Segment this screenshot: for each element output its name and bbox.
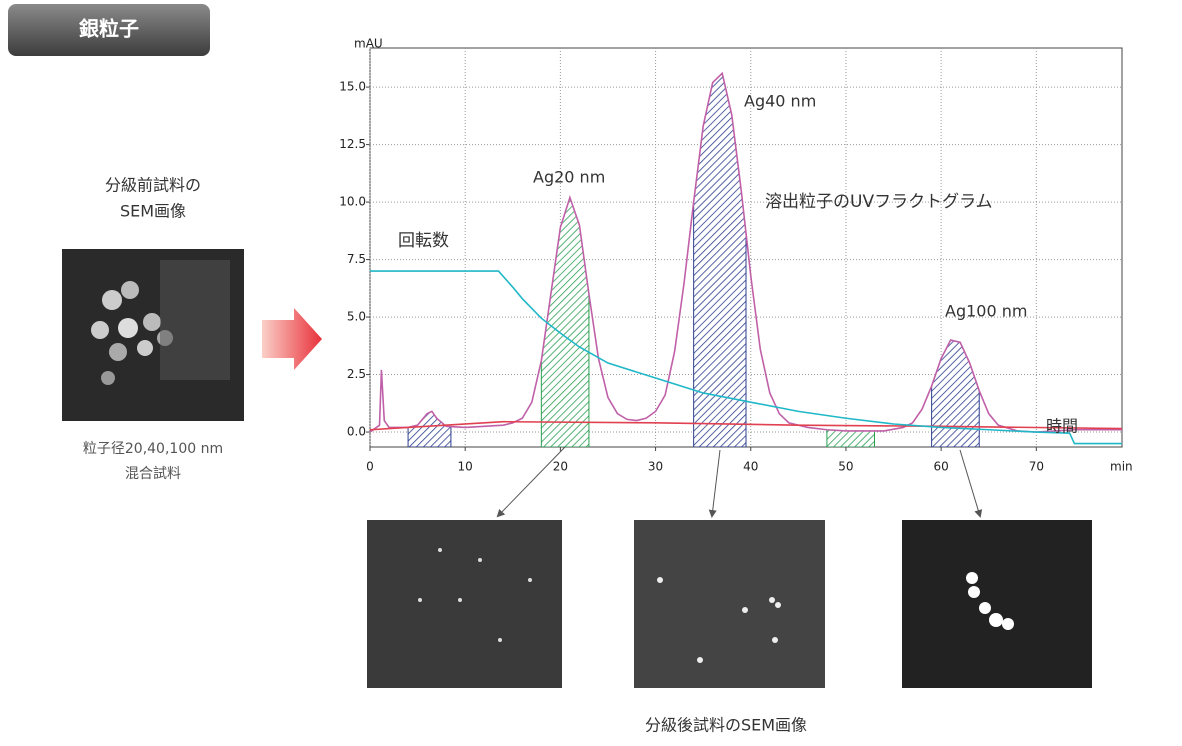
y-tick-label: 10.0 xyxy=(339,195,366,209)
series-line xyxy=(370,270,1122,445)
y-tick-label: 5.0 xyxy=(347,310,366,324)
x-tick-label: 60 xyxy=(933,460,948,474)
arrow xyxy=(959,449,983,518)
annotation: 時間 xyxy=(1046,417,1078,436)
caption: 分級後試料のSEM画像 xyxy=(645,716,807,735)
series-line xyxy=(369,420,1123,431)
y-tick-label: 7.5 xyxy=(347,252,366,266)
header-title: 銀粒子 xyxy=(79,17,139,41)
y-tick-label: 15.0 xyxy=(339,80,366,94)
arrow xyxy=(262,308,322,370)
annotation: Ag100 nm xyxy=(945,302,1027,321)
sem-image xyxy=(634,520,825,688)
sem-image xyxy=(367,520,562,688)
x-tick-label: 20 xyxy=(553,460,568,474)
series-line xyxy=(369,71,1122,433)
x-tick-label: 10 xyxy=(458,460,473,474)
y-axis-label: mAU xyxy=(354,37,383,51)
note: 混合試料 xyxy=(125,466,181,482)
series-label: 回転数 xyxy=(398,231,449,251)
annotation: Ag20 nm xyxy=(533,168,605,187)
x-tick-label: 30 xyxy=(648,460,663,474)
x-tick-label: 70 xyxy=(1029,460,1044,474)
sem-image xyxy=(62,249,244,421)
annotation: Ag40 nm xyxy=(744,92,816,111)
y-tick-label: 2.5 xyxy=(347,367,366,381)
arrow xyxy=(708,449,721,518)
sem-image xyxy=(902,520,1092,688)
y-tick-label: 0.0 xyxy=(347,425,366,439)
x-tick-label: 0 xyxy=(366,460,374,474)
caption: 分級前試料の xyxy=(105,176,201,195)
x-tick-label: 50 xyxy=(838,460,853,474)
x-tick-label: 40 xyxy=(743,460,758,474)
series-label: 溶出粒子のUVフラクトグラム xyxy=(765,192,993,212)
caption: SEM画像 xyxy=(120,202,186,221)
header-pill xyxy=(8,4,210,56)
arrow xyxy=(496,446,566,518)
note: 粒子径20,40,100 nm xyxy=(83,441,223,457)
y-tick-label: 12.5 xyxy=(339,137,366,151)
x-axis-label: min xyxy=(1110,460,1133,474)
